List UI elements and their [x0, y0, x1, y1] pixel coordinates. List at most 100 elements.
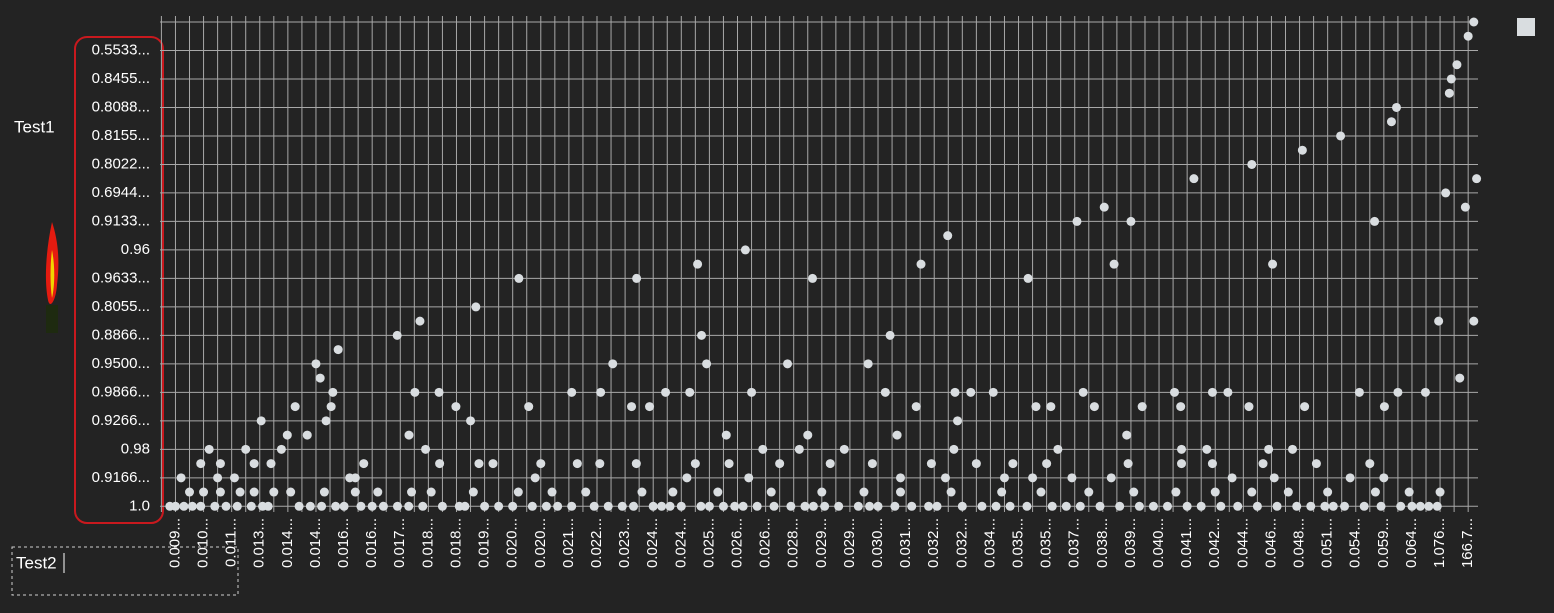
- point: [1169, 387, 1179, 397]
- point: [480, 501, 490, 511]
- y-tick-label: 0.8022...: [92, 155, 150, 172]
- point: [547, 487, 557, 497]
- point: [971, 459, 981, 469]
- point: [648, 501, 658, 511]
- point: [1247, 487, 1257, 497]
- point: [1469, 17, 1479, 27]
- point: [290, 402, 300, 412]
- x-tick-label: 0.034...: [981, 518, 998, 568]
- point: [294, 501, 304, 511]
- point: [946, 487, 956, 497]
- x-tick-label: 0.031...: [897, 518, 914, 568]
- point: [1441, 188, 1451, 198]
- point: [665, 501, 675, 511]
- point: [1036, 487, 1046, 497]
- point: [949, 444, 959, 454]
- text-input[interactable]: [11, 546, 239, 596]
- point: [235, 487, 245, 497]
- point: [794, 444, 804, 454]
- x-tick-label: 0.048...: [1291, 518, 1308, 568]
- point: [738, 501, 748, 511]
- point: [508, 501, 518, 511]
- point: [690, 459, 700, 469]
- point: [589, 501, 599, 511]
- point: [1386, 117, 1396, 127]
- point: [187, 501, 197, 511]
- point: [1379, 473, 1389, 483]
- point: [1264, 444, 1274, 454]
- point: [373, 487, 383, 497]
- y-tick-label: 0.8866...: [92, 326, 150, 343]
- point: [1123, 459, 1133, 469]
- x-tick-label: 0.025...: [700, 518, 717, 568]
- point: [752, 501, 762, 511]
- point: [392, 501, 402, 511]
- point: [572, 459, 582, 469]
- point: [1078, 387, 1088, 397]
- y-tick-label: 1.0: [129, 497, 150, 514]
- x-tick-label: 0.014...: [307, 518, 324, 568]
- x-tick-label: 0.044...: [1234, 518, 1251, 568]
- point: [333, 345, 343, 355]
- point: [204, 444, 214, 454]
- point: [1393, 387, 1403, 397]
- point: [404, 430, 414, 440]
- point: [1182, 501, 1192, 511]
- point: [775, 459, 785, 469]
- x-tick-label: 0.009...: [166, 518, 183, 568]
- point: [513, 487, 523, 497]
- point: [426, 487, 436, 497]
- point: [786, 501, 796, 511]
- point: [1162, 501, 1172, 511]
- x-tick-label: 0.022...: [588, 518, 605, 568]
- point: [266, 459, 276, 469]
- point: [943, 231, 953, 241]
- point: [808, 273, 818, 283]
- legend-marker: [1517, 18, 1535, 36]
- point: [263, 501, 273, 511]
- point: [595, 459, 605, 469]
- point: [1207, 387, 1217, 397]
- point: [808, 501, 818, 511]
- x-tick-label: 166.7...: [1459, 518, 1476, 568]
- point: [696, 501, 706, 511]
- point: [950, 387, 960, 397]
- x-tick-label: 0.021...: [560, 518, 577, 568]
- x-tick-label: 0.046...: [1262, 518, 1279, 568]
- point: [867, 459, 877, 469]
- x-tick-label: 0.024...: [672, 518, 689, 568]
- point: [196, 501, 206, 511]
- point: [1227, 473, 1237, 483]
- point: [966, 387, 976, 397]
- point: [631, 459, 641, 469]
- x-tick-label: 0.019...: [476, 518, 493, 568]
- point: [514, 273, 524, 283]
- point: [617, 501, 627, 511]
- input-text: Test2: [16, 553, 57, 572]
- point: [1031, 402, 1041, 412]
- point: [953, 416, 963, 426]
- point: [645, 402, 655, 412]
- point: [210, 501, 220, 511]
- point: [1196, 501, 1206, 511]
- point: [170, 501, 180, 511]
- point: [1340, 501, 1350, 511]
- point: [1084, 487, 1094, 497]
- y-tick-label: 0.9866...: [92, 383, 150, 400]
- point: [1336, 131, 1346, 141]
- x-tick-label: 0.020...: [504, 518, 521, 568]
- left-label: Test1: [14, 117, 55, 136]
- x-tick-label: 0.041...: [1178, 518, 1195, 568]
- point: [1292, 501, 1302, 511]
- x-tick-label: 0.035...: [1009, 518, 1026, 568]
- point: [1134, 501, 1144, 511]
- point: [315, 373, 325, 383]
- point: [1177, 459, 1187, 469]
- point: [471, 302, 481, 312]
- point: [339, 501, 349, 511]
- y-tick-label: 0.8055...: [92, 298, 150, 315]
- axis-highlight: [74, 36, 164, 524]
- x-tick-label: 0.038...: [1094, 518, 1111, 568]
- point: [603, 501, 613, 511]
